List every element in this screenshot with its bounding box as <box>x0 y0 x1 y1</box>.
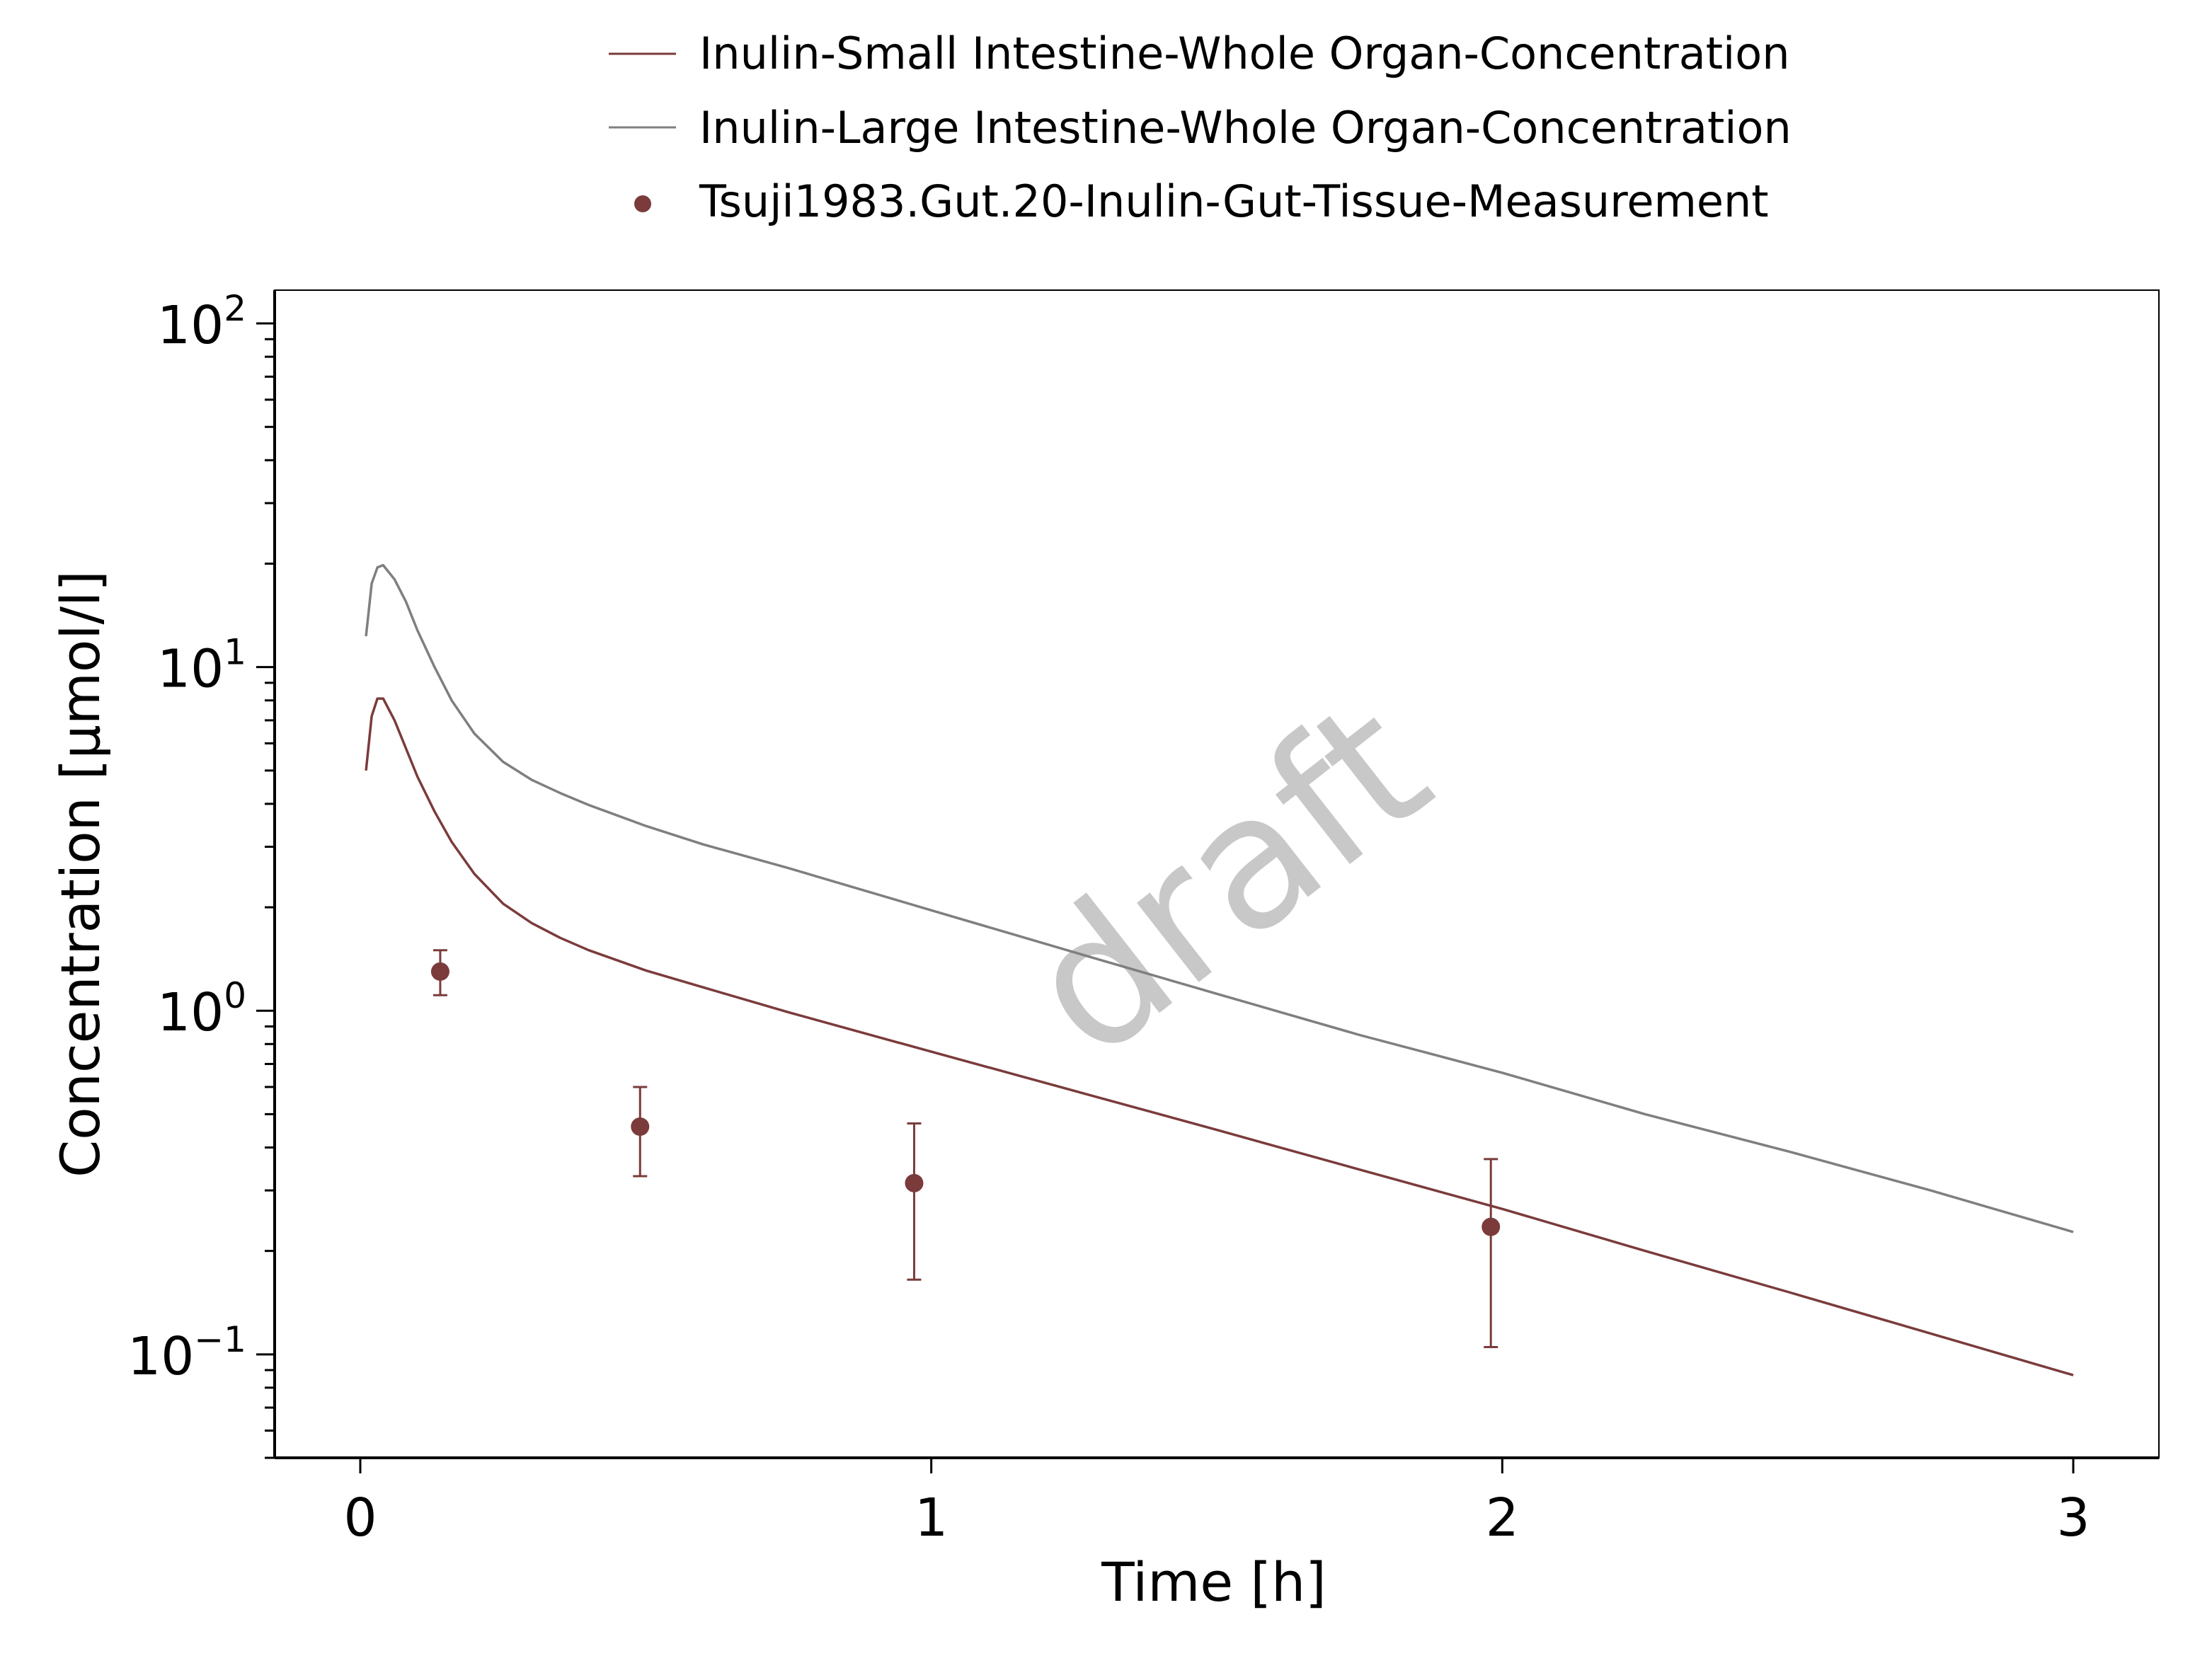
series-layer <box>365 563 2074 1376</box>
series-line-1 <box>365 563 2074 1233</box>
x-tick-label: 3 <box>2056 1488 2090 1548</box>
series-line-0 <box>365 697 2074 1376</box>
data-point <box>1482 1158 1501 1349</box>
data-point <box>905 1122 924 1281</box>
data-point <box>631 1086 650 1178</box>
data-marker <box>1482 1217 1501 1236</box>
data-marker <box>430 962 449 981</box>
data-point <box>430 949 449 996</box>
data-marker <box>631 1117 650 1136</box>
y-tick-label: 100 <box>157 975 246 1043</box>
data-marker <box>905 1173 924 1192</box>
y-tick-label: 101 <box>157 632 246 700</box>
x-axis-ticks: 0 1 2 3 <box>343 1458 2090 1548</box>
y-tick-label: 102 <box>157 288 246 356</box>
x-tick-label: 2 <box>1486 1488 1519 1548</box>
legend-label-large-intestine: Inulin-Large Intestine-Whole Organ-Conce… <box>699 102 1792 154</box>
x-axis-label: Time [h] <box>1101 1551 1326 1614</box>
y-tick-label: 10−1 <box>127 1319 246 1387</box>
legend: Inulin-Small Intestine-Whole Organ-Conce… <box>609 28 1792 227</box>
legend-marker-measurement <box>634 195 651 212</box>
draft-watermark: draft <box>989 660 1467 1099</box>
x-tick-label: 0 <box>343 1488 377 1548</box>
y-axis-ticks: 10−1 100 101 102 <box>127 288 275 1459</box>
legend-label-measurement: Tsuji1983.Gut.20-Inulin-Gut-Tissue-Measu… <box>699 176 1769 227</box>
y-axis-label: Concentration [µmol/l] <box>49 570 112 1178</box>
legend-label-small-intestine: Inulin-Small Intestine-Whole Organ-Conce… <box>699 28 1790 79</box>
x-tick-label: 1 <box>915 1488 948 1548</box>
